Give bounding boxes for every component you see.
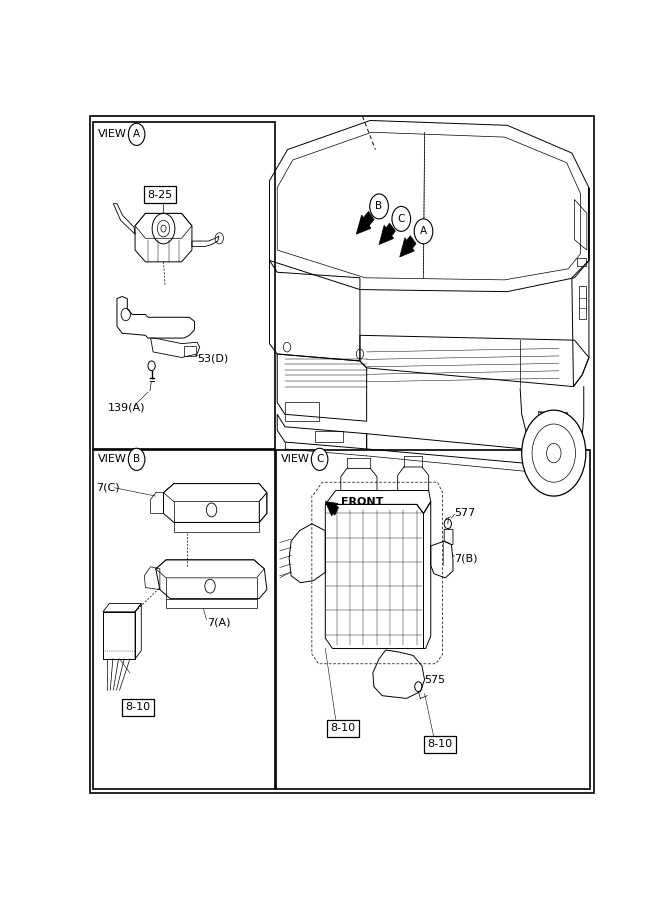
Text: B: B xyxy=(133,454,140,464)
Polygon shape xyxy=(379,223,396,245)
Text: FRONT: FRONT xyxy=(341,497,383,507)
Text: 7(B): 7(B) xyxy=(454,554,478,563)
Bar xyxy=(93,122,275,449)
Text: A: A xyxy=(133,130,140,140)
Bar xyxy=(578,286,586,320)
Text: VIEW: VIEW xyxy=(98,130,127,140)
Text: 575: 575 xyxy=(425,675,446,685)
Bar xyxy=(275,450,590,788)
Circle shape xyxy=(414,219,433,244)
Bar xyxy=(315,431,344,442)
Bar xyxy=(93,450,275,788)
Text: 7(C): 7(C) xyxy=(96,482,120,493)
Polygon shape xyxy=(356,212,374,234)
Circle shape xyxy=(128,448,145,471)
Text: 53(D): 53(D) xyxy=(197,354,228,364)
Circle shape xyxy=(311,448,328,471)
Bar xyxy=(568,431,581,439)
Text: B: B xyxy=(376,202,383,211)
Text: 8-25: 8-25 xyxy=(147,190,173,200)
Text: 8-10: 8-10 xyxy=(428,739,453,749)
Bar xyxy=(577,257,586,266)
Text: 577: 577 xyxy=(454,508,476,518)
Text: 8-10: 8-10 xyxy=(125,702,150,713)
Bar xyxy=(285,401,319,421)
Circle shape xyxy=(128,123,145,146)
Circle shape xyxy=(392,206,411,231)
Polygon shape xyxy=(400,236,416,257)
Circle shape xyxy=(370,194,388,219)
Text: 8-10: 8-10 xyxy=(330,724,356,733)
Bar xyxy=(103,612,135,659)
Text: 7(A): 7(A) xyxy=(207,617,231,627)
Text: C: C xyxy=(316,454,323,464)
Text: A: A xyxy=(420,227,427,237)
Text: C: C xyxy=(398,214,405,224)
Circle shape xyxy=(522,410,586,496)
Text: VIEW: VIEW xyxy=(281,454,309,464)
Text: 139(A): 139(A) xyxy=(108,402,145,412)
Polygon shape xyxy=(325,501,338,516)
Bar xyxy=(538,412,567,423)
Text: VIEW: VIEW xyxy=(98,454,127,464)
Bar xyxy=(184,346,195,356)
